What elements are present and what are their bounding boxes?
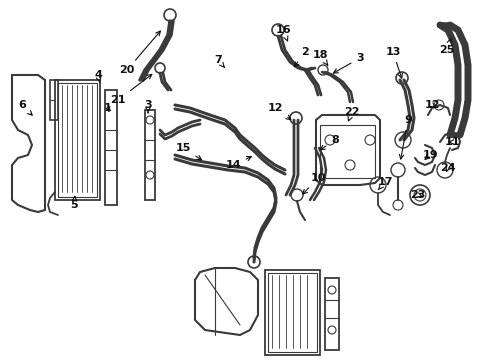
Bar	[105, 90, 117, 205]
Text: 9: 9	[399, 115, 412, 159]
Text: 24: 24	[440, 163, 456, 173]
Text: 3: 3	[334, 53, 364, 73]
Bar	[50, 80, 58, 120]
Text: 21: 21	[110, 75, 152, 105]
Bar	[58, 83, 97, 197]
Bar	[265, 270, 320, 355]
Text: 8: 8	[320, 135, 339, 150]
Text: 11: 11	[444, 137, 460, 147]
Text: 14: 14	[225, 157, 251, 170]
Text: 20: 20	[119, 31, 160, 75]
Text: 17: 17	[377, 177, 393, 190]
Text: 4: 4	[94, 70, 102, 83]
Text: 1: 1	[104, 103, 112, 113]
Text: 10: 10	[303, 173, 326, 194]
Bar	[55, 80, 100, 200]
Text: 15: 15	[175, 143, 201, 160]
Text: 7: 7	[214, 55, 225, 68]
Text: 16: 16	[275, 25, 291, 41]
Text: 5: 5	[70, 196, 78, 210]
Bar	[325, 278, 339, 350]
Text: 3: 3	[144, 100, 152, 113]
Bar	[268, 273, 317, 352]
Text: 6: 6	[18, 100, 32, 115]
Bar	[145, 110, 155, 200]
Text: 25: 25	[440, 39, 455, 55]
Text: 2: 2	[294, 47, 309, 67]
Text: 22: 22	[344, 107, 360, 121]
Text: 12: 12	[424, 100, 440, 110]
Text: 18: 18	[312, 50, 328, 65]
Text: 19: 19	[422, 150, 438, 160]
Text: 13: 13	[385, 47, 402, 78]
Text: 23: 23	[410, 190, 426, 200]
Text: 12: 12	[267, 103, 291, 120]
